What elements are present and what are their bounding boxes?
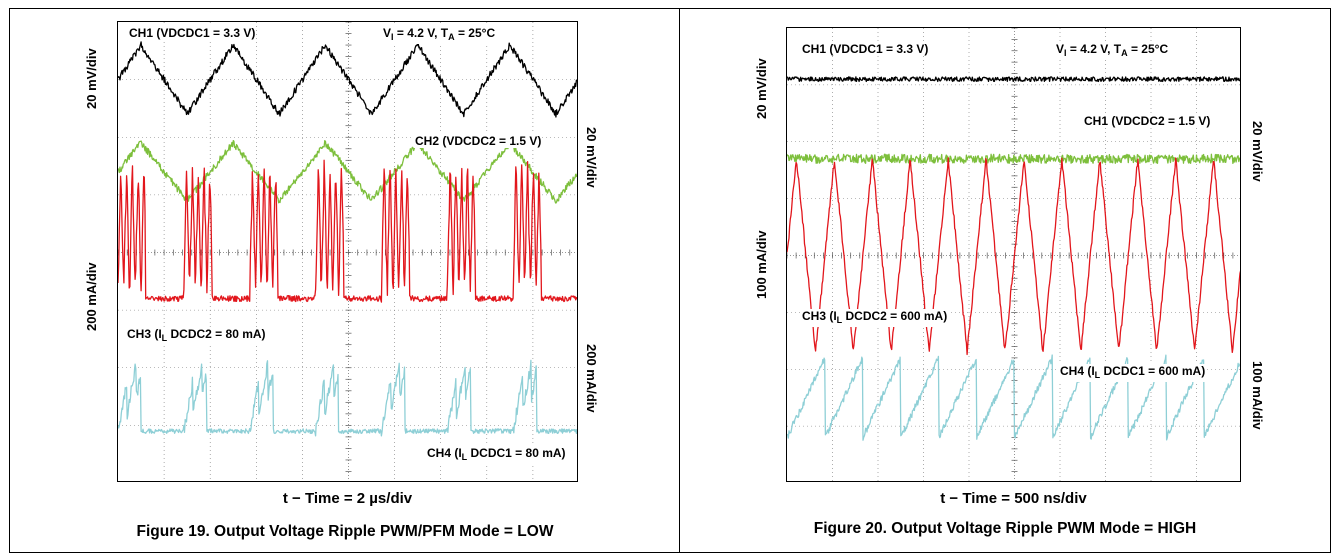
series-3-trace bbox=[787, 157, 1240, 356]
left-ylabel-ch1: 20 mV/div bbox=[754, 58, 769, 119]
ch4-label: CH4 (IL DCDC1 = 80 mA) bbox=[426, 446, 567, 464]
ch2-label: CH1 (VDCDC2 = 1.5 V) bbox=[1083, 114, 1212, 128]
ch4-label: CH4 (IL DCDC1 = 600 mA) bbox=[1059, 364, 1207, 382]
figure-20-panel: CH1 (VDCDC1 = 3.3 V) VI = 4.2 V, TA = 25… bbox=[679, 8, 1331, 553]
series-2-trace bbox=[118, 139, 577, 204]
series-1-trace bbox=[118, 41, 577, 118]
scope-plot-fig19 bbox=[118, 22, 577, 481]
right-ylabel-ch4: 200 mA/div bbox=[584, 344, 599, 413]
right-ylabel-ch4: 100 mA/div bbox=[1250, 361, 1265, 430]
figure-20-caption: Figure 20. Output Voltage Ripple PWM Mod… bbox=[813, 520, 1197, 537]
ch2-label: CH2 (VDCDC2 = 1.5 V) bbox=[414, 134, 543, 148]
left-ylabel-ch3: 100 mA/div bbox=[754, 230, 769, 299]
series-3-trace bbox=[118, 159, 577, 303]
scope-screen-fig20: CH1 (VDCDC1 = 3.3 V) VI = 4.2 V, TA = 25… bbox=[786, 27, 1241, 482]
series-1-trace bbox=[787, 76, 1240, 83]
ch3-label: CH3 (IL DCDC2 = 600 mA) bbox=[801, 309, 949, 327]
ch3-label: CH3 (IL DCDC2 = 80 mA) bbox=[126, 327, 267, 345]
conditions-label: VI = 4.2 V, TA = 25°C bbox=[1055, 42, 1170, 60]
scope-screen-fig19: CH1 (VDCDC1 = 3.3 V) VI = 4.2 V, TA = 25… bbox=[117, 21, 578, 482]
right-ylabel-ch2: 20 mV/div bbox=[584, 127, 599, 188]
ch1-label: CH1 (VDCDC1 = 3.3 V) bbox=[801, 42, 930, 56]
figure-19-panel: CH1 (VDCDC1 = 3.3 V) VI = 4.2 V, TA = 25… bbox=[9, 8, 679, 553]
right-ylabel-ch2: 20 mV/div bbox=[1250, 121, 1265, 182]
x-axis-label-fig19: t − Time = 2 µs/div bbox=[282, 490, 413, 507]
series-4-trace bbox=[787, 354, 1240, 441]
conditions-label: VI = 4.2 V, TA = 25°C bbox=[382, 26, 497, 44]
scope-plot-fig20 bbox=[787, 28, 1240, 481]
figure-19-caption: Figure 19. Output Voltage Ripple PWM/PFM… bbox=[136, 523, 554, 540]
series-4-trace bbox=[118, 359, 577, 437]
left-ylabel-ch3: 200 mA/div bbox=[84, 262, 99, 331]
series-2-trace bbox=[787, 153, 1240, 165]
left-ylabel-ch1: 20 mV/div bbox=[84, 48, 99, 109]
ch1-label: CH1 (VDCDC1 = 3.3 V) bbox=[128, 26, 257, 40]
x-axis-label-fig20: t − Time = 500 ns/div bbox=[940, 490, 1087, 507]
